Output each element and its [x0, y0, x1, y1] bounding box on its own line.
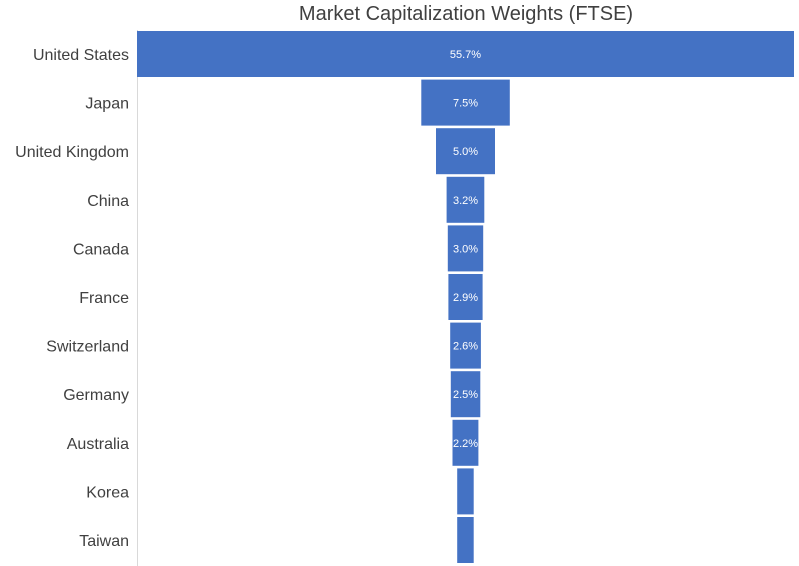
data-labels: 55.7% 7.5% 5.0% 3.2% 3.0% 2.9% 2.6% 2.5% 2.2%	[450, 49, 481, 450]
bar-canada	[447, 225, 484, 272]
bar-united-kingdom	[436, 128, 495, 175]
category-label-canada: Canada	[73, 241, 129, 258]
data-label-united-kingdom: 5.0%	[453, 146, 478, 158]
category-label-taiwan: Taiwan	[79, 533, 129, 550]
bar-korea	[457, 468, 474, 515]
bar-japan	[421, 79, 510, 126]
data-label-japan: 7.5%	[453, 98, 478, 110]
category-label-korea: Korea	[86, 484, 129, 501]
category-labels: United States Japan United Kingdom China Can…	[15, 47, 129, 550]
bars-group	[137, 31, 794, 563]
data-label-germany: 2.5%	[453, 389, 478, 401]
category-label-france: France	[79, 290, 129, 307]
bar-united-states	[137, 31, 794, 77]
bar-france	[448, 274, 483, 320]
data-label-australia: 2.2%	[453, 438, 478, 450]
category-label-germany: Germany	[63, 387, 129, 404]
bar-switzerland	[450, 322, 481, 369]
bar-taiwan	[457, 517, 474, 563]
category-label-switzerland: Switzerland	[46, 339, 129, 356]
data-label-united-states: 55.7%	[450, 49, 481, 61]
data-label-canada: 3.0%	[453, 243, 478, 255]
category-label-china: China	[87, 193, 129, 210]
data-label-switzerland: 2.6%	[453, 341, 478, 353]
chart-title: Market Capitalization Weights (FTSE)	[299, 3, 633, 25]
bar-australia	[452, 419, 479, 466]
category-label-australia: Australia	[67, 436, 129, 453]
data-label-france: 2.9%	[453, 292, 478, 304]
bar-china	[446, 176, 485, 223]
category-label-united-kingdom: United Kingdom	[15, 144, 129, 161]
data-label-china: 3.2%	[453, 195, 478, 207]
category-label-japan: Japan	[85, 96, 129, 113]
category-label-united-states: United States	[33, 47, 129, 64]
bar-germany	[450, 371, 481, 418]
